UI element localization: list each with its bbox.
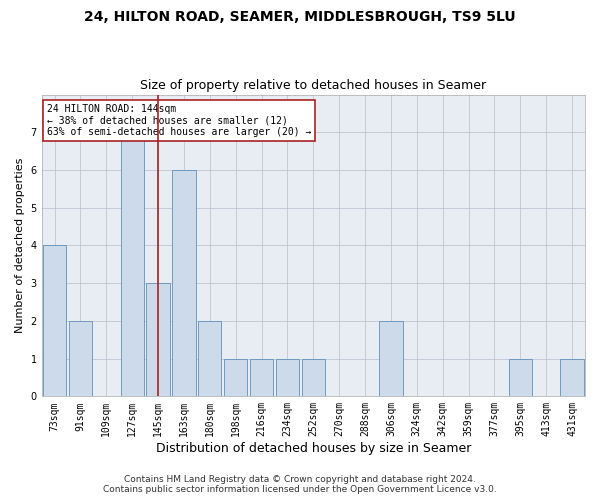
Bar: [560, 358, 584, 397]
Bar: [379, 321, 403, 396]
Y-axis label: Number of detached properties: Number of detached properties: [15, 158, 25, 333]
Bar: [224, 358, 247, 397]
Title: Size of property relative to detached houses in Seamer: Size of property relative to detached ho…: [140, 79, 487, 92]
Text: Contains HM Land Registry data © Crown copyright and database right 2024.
Contai: Contains HM Land Registry data © Crown c…: [103, 474, 497, 494]
Bar: [250, 358, 273, 397]
Text: 24, HILTON ROAD, SEAMER, MIDDLESBROUGH, TS9 5LU: 24, HILTON ROAD, SEAMER, MIDDLESBROUGH, …: [84, 10, 516, 24]
Bar: [43, 246, 66, 396]
Bar: [276, 358, 299, 397]
Bar: [509, 358, 532, 397]
Text: 24 HILTON ROAD: 144sqm
← 38% of detached houses are smaller (12)
63% of semi-det: 24 HILTON ROAD: 144sqm ← 38% of detached…: [47, 104, 311, 137]
X-axis label: Distribution of detached houses by size in Seamer: Distribution of detached houses by size …: [155, 442, 471, 455]
Bar: [198, 321, 221, 396]
Bar: [121, 132, 144, 396]
Bar: [172, 170, 196, 396]
Bar: [146, 283, 170, 397]
Bar: [302, 358, 325, 397]
Bar: [69, 321, 92, 396]
